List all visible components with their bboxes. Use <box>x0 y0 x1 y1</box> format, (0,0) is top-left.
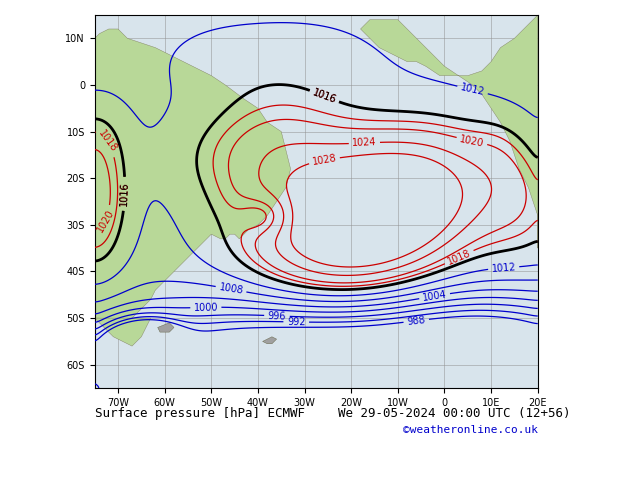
Polygon shape <box>262 337 276 344</box>
Text: 1020: 1020 <box>459 134 485 148</box>
Text: 996: 996 <box>268 311 287 321</box>
Text: 1020: 1020 <box>94 208 115 235</box>
Text: 992: 992 <box>287 317 306 327</box>
Text: We 29-05-2024 00:00 UTC (12+56): We 29-05-2024 00:00 UTC (12+56) <box>339 407 571 420</box>
Text: 1016: 1016 <box>119 181 130 206</box>
Polygon shape <box>361 15 538 248</box>
Polygon shape <box>158 323 174 332</box>
Text: 1012: 1012 <box>491 262 516 274</box>
Text: 1028: 1028 <box>311 153 337 167</box>
Polygon shape <box>94 29 290 337</box>
Polygon shape <box>94 318 151 346</box>
Text: 1018: 1018 <box>97 129 119 154</box>
Text: Surface pressure [hPa] ECMWF: Surface pressure [hPa] ECMWF <box>94 407 305 420</box>
Text: ©weatheronline.co.uk: ©weatheronline.co.uk <box>403 425 538 436</box>
Text: 1012: 1012 <box>460 82 486 98</box>
Text: 1024: 1024 <box>352 138 377 148</box>
Text: 1016: 1016 <box>119 181 130 206</box>
Text: 1000: 1000 <box>193 302 218 313</box>
Text: 1004: 1004 <box>422 289 448 303</box>
Text: 1008: 1008 <box>218 282 244 296</box>
Text: 988: 988 <box>406 315 426 327</box>
Text: 1016: 1016 <box>311 87 337 105</box>
Text: 1016: 1016 <box>311 87 337 105</box>
Text: 1018: 1018 <box>446 248 472 267</box>
